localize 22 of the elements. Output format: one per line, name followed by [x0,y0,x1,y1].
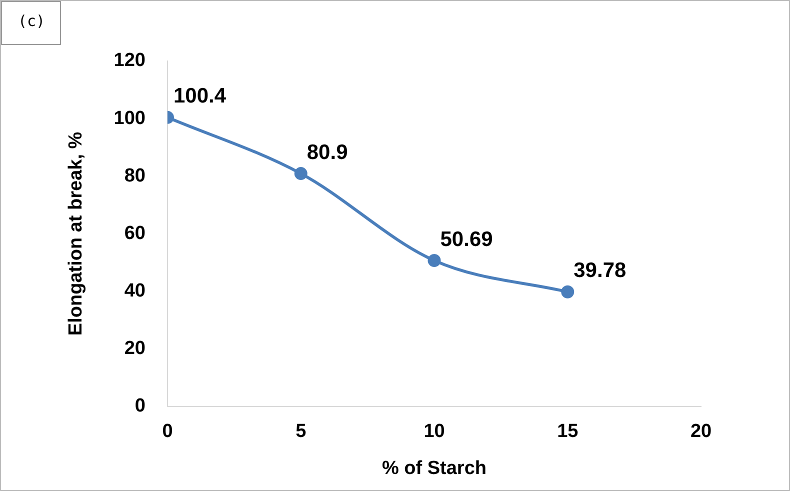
data-label: 80.9 [306,140,348,164]
y-tick-label: 60 [124,222,146,244]
x-tick-label: 20 [690,421,712,442]
data-label: 100.4 [174,84,226,108]
y-tick-label: 40 [124,280,146,302]
point [294,167,308,180]
y-tick-label: 120 [114,50,146,72]
x-axis-title: % of Starch [382,458,487,479]
y-axis-title: Elongation at break, % [66,132,87,336]
x-tick-label: 0 [162,421,173,442]
x-tick-label: 10 [424,421,445,442]
data-label: 50.69 [440,228,493,251]
x-tick-label: 5 [296,421,307,442]
data-label: 39.78 [574,259,626,282]
x-tick-label: 15 [557,421,579,442]
y-tick-label: 0 [134,396,146,417]
point [561,285,574,298]
text: (c) [1,1,61,45]
y-tick-label: 20 [124,338,146,360]
point [428,254,441,267]
y-tick-label: 80 [124,165,146,186]
y-tick-label: 100 [114,108,146,129]
